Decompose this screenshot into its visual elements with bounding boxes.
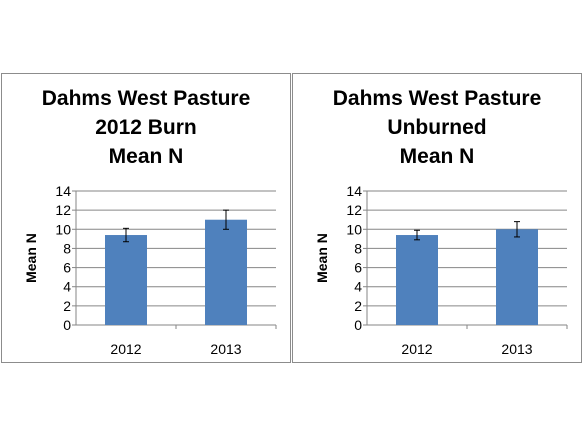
- chart-title-line: Unburned: [387, 116, 487, 139]
- chart-title-line: Mean N: [108, 145, 184, 168]
- bar: [496, 229, 538, 325]
- y-tick-label: 0: [63, 317, 71, 333]
- y-axis-label: Mean N: [314, 233, 330, 283]
- y-tick-label: 8: [63, 240, 71, 256]
- y-tick-label: 4: [63, 279, 71, 295]
- chart-title: Dahms West Pasture 2012 Burn Mean N: [2, 84, 290, 171]
- bar: [396, 235, 438, 325]
- y-axis-label: Mean N: [23, 233, 39, 283]
- y-tick-label: 14: [346, 183, 362, 199]
- y-tick-label: 8: [354, 240, 362, 256]
- bar-chart-unburned: 0 2 4 6 8 10 12 14 2012 2013 Mean N: [314, 183, 568, 357]
- x-tick-label: 2012: [110, 341, 141, 357]
- y-tick-label: 4: [354, 279, 362, 295]
- x-tick-label: 2013: [501, 341, 532, 357]
- chart-panel-unburned: Dahms West Pasture Unburned Mean N 0 2 4 6 8…: [292, 73, 582, 363]
- chart-title-line: 2012 Burn: [95, 116, 197, 139]
- y-tick-label: 2: [63, 298, 71, 314]
- x-tick-label: 2012: [401, 341, 432, 357]
- y-tick-label: 6: [63, 260, 71, 276]
- y-tick-label: 10: [346, 221, 362, 237]
- y-tick-label: 6: [354, 260, 362, 276]
- chart-title: Dahms West Pasture Unburned Mean N: [293, 84, 581, 171]
- chart-panel-burn: Dahms West Pasture 2012 Burn Mean N 0 2 4 6…: [1, 73, 291, 363]
- y-tick-label: 14: [55, 183, 71, 199]
- chart-title-line: Dahms West Pasture: [332, 87, 542, 110]
- x-tick-label: 2013: [210, 341, 241, 357]
- chart-title-line: Mean N: [399, 145, 475, 168]
- y-tick-label: 12: [346, 202, 362, 218]
- chart-title-line: Dahms West Pasture: [41, 87, 251, 110]
- y-tick-label: 2: [354, 298, 362, 314]
- y-tick-label: 0: [354, 317, 362, 333]
- y-tick-label: 12: [55, 202, 71, 218]
- bar: [105, 235, 147, 325]
- y-tick-label: 10: [55, 221, 71, 237]
- bar-chart-burn: 0 2 4 6 8 10 12 14 2012 2013 Mean N: [23, 183, 277, 357]
- bar: [205, 219, 247, 325]
